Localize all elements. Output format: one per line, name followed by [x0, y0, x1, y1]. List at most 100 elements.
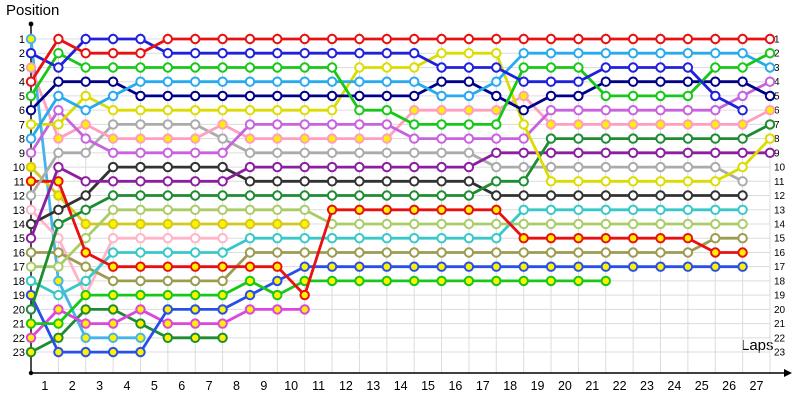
series-line-royal-yellow: [25, 261, 748, 358]
pos-label-right-19: 19: [774, 291, 786, 302]
series-line-olive: [25, 233, 748, 287]
lap-tick-15: 15: [421, 379, 435, 393]
lap-tick-19: 19: [531, 379, 545, 393]
pos-label-right-18: 18: [774, 276, 786, 287]
pos-label-left-7: 7: [19, 119, 25, 131]
y-axis-title: Position: [6, 2, 60, 19]
pos-label-left-16: 16: [13, 247, 25, 259]
lap-tick-24: 24: [667, 379, 681, 393]
pos-label-left-3: 3: [19, 62, 25, 74]
lap-tick-4: 4: [124, 379, 131, 393]
pos-label-left-6: 6: [19, 105, 25, 117]
series-line-red: [25, 33, 776, 87]
axis-origin-dot: [28, 370, 34, 376]
pos-label-right-6: 6: [774, 106, 780, 117]
pos-label-right-22: 22: [774, 333, 786, 344]
pos-label-right-23: 23: [774, 348, 786, 359]
lap-tick-11: 11: [312, 379, 325, 393]
lap-tick-10: 10: [284, 379, 298, 393]
series-line-black: [25, 161, 748, 230]
lap-tick-5: 5: [151, 379, 158, 393]
pos-label-left-11: 11: [14, 176, 25, 188]
pos-label-left-10: 10: [13, 162, 25, 174]
pos-label-right-15: 15: [774, 234, 786, 245]
series-line-red-yellow: [25, 176, 748, 301]
series-line-yellow: [25, 48, 776, 187]
pos-label-left-1: 1: [19, 34, 25, 46]
pos-label-right-16: 16: [774, 248, 786, 259]
series-line-violet: [25, 76, 776, 159]
series-line-turquoise: [25, 204, 748, 301]
lap-tick-22: 22: [613, 379, 627, 393]
lap-tick-20: 20: [558, 379, 572, 393]
pos-label-right-5: 5: [774, 91, 780, 102]
lap-tick-17: 17: [476, 379, 490, 393]
pos-label-right-12: 12: [774, 191, 786, 202]
pos-label-left-17: 17: [13, 262, 25, 274]
lap-tick-23: 23: [640, 379, 654, 393]
x-axis-title: Laps: [741, 337, 774, 354]
pos-label-right-21: 21: [774, 319, 786, 330]
pos-label-left-21: 21: [13, 319, 25, 331]
pos-label-left-19: 19: [13, 290, 25, 302]
lap-tick-6: 6: [178, 379, 185, 393]
lap-tick-27: 27: [750, 379, 764, 393]
pos-label-left-23: 23: [13, 347, 25, 359]
pos-label-right-20: 20: [774, 305, 786, 316]
series-line-gray: [25, 119, 748, 201]
series-line-green: [25, 48, 776, 130]
lap-tick-14: 14: [394, 379, 408, 393]
pos-label-right-17: 17: [774, 262, 786, 273]
lap-tick-1: 1: [41, 379, 48, 393]
pos-label-left-20: 20: [13, 304, 25, 316]
lap-tick-25: 25: [695, 379, 709, 393]
pos-label-left-22: 22: [13, 333, 25, 345]
pos-label-right-4: 4: [774, 77, 780, 88]
lap-tick-8: 8: [233, 379, 240, 393]
pos-label-right-13: 13: [774, 205, 786, 216]
lap-tick-26: 26: [722, 379, 736, 393]
pos-label-left-4: 4: [19, 77, 25, 89]
x-axis-arrow: [784, 369, 792, 377]
pos-label-left-13: 13: [13, 205, 25, 217]
lap-tick-7: 7: [206, 379, 213, 393]
lap-tick-21: 21: [585, 379, 599, 393]
lap-tick-12: 12: [339, 379, 353, 393]
pos-label-right-7: 7: [774, 120, 780, 131]
pos-label-left-8: 8: [19, 134, 25, 146]
lap-tick-13: 13: [366, 379, 380, 393]
series-line-darkgreen-yellow: [25, 304, 228, 358]
series-line-cyan-yellow: [25, 33, 146, 343]
lap-tick-16: 16: [448, 379, 462, 393]
pos-label-right-14: 14: [774, 219, 786, 230]
lap-tick-3: 3: [96, 379, 103, 393]
pos-label-left-2: 2: [19, 48, 25, 60]
y-axis-arrow: [28, 21, 34, 27]
lap-tick-2: 2: [69, 379, 76, 393]
pos-label-left-9: 9: [19, 148, 25, 160]
pos-label-right-10: 10: [774, 163, 786, 174]
pos-label-left-12: 12: [13, 191, 25, 203]
pos-label-right-8: 8: [774, 134, 780, 145]
series-line-skyblue: [25, 48, 776, 144]
series-line-yellowgreen: [25, 204, 748, 272]
pos-label-right-9: 9: [774, 148, 780, 159]
pos-label-left-15: 15: [13, 233, 25, 245]
series-line-magenta-yellow: [25, 304, 310, 343]
pos-label-left-18: 18: [13, 276, 25, 288]
lap-tick-9: 9: [260, 379, 267, 393]
series-line-pink-yellow: [25, 62, 776, 144]
series-line-forestgreen: [25, 119, 776, 315]
lap-tick-18: 18: [503, 379, 517, 393]
pos-label-right-3: 3: [774, 63, 780, 74]
pos-label-right-2: 2: [774, 49, 780, 60]
series-line-navy: [25, 76, 776, 116]
pos-label-right-11: 11: [774, 177, 785, 188]
series-line-purple: [25, 147, 776, 244]
pos-label-left-14: 14: [13, 219, 25, 231]
pos-label-right-1: 1: [774, 35, 780, 46]
pos-label-left-5: 5: [19, 91, 25, 103]
series-line-green-yellow: [25, 275, 611, 329]
